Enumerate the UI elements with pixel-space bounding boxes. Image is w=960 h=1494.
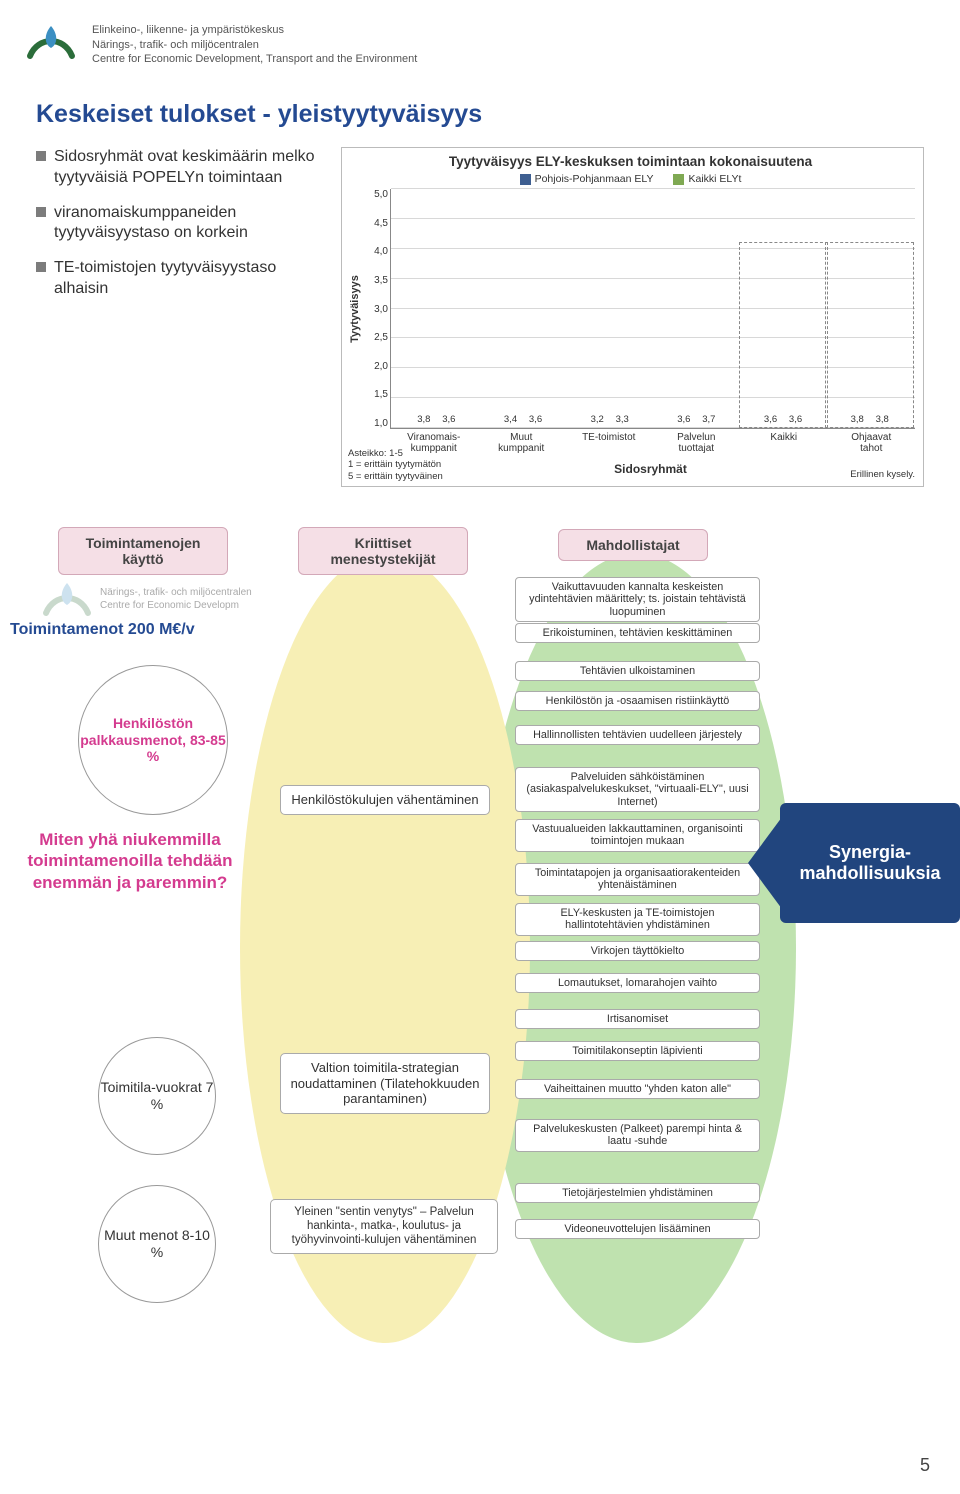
mahd-box: Irtisanomiset: [515, 1009, 760, 1029]
circle-salary: Henkilöstön palkkausmenot, 83-85 %: [78, 665, 228, 815]
circle-other: Muut menot 8-10 %: [98, 1185, 216, 1303]
ksf-box: Valtion toimitila-strategian noudattamin…: [280, 1053, 490, 1114]
org-name-block: Elinkeino-, liikenne- ja ympäristökeskus…: [92, 23, 417, 68]
mahd-box: Erikoistuminen, tehtävien keskittäminen: [515, 623, 760, 643]
mahd-box: Vaikuttavuuden kannalta keskeisten ydint…: [515, 577, 760, 622]
mahd-box: Lomautukset, lomarahojen vaihto: [515, 973, 760, 993]
ksf-box: Henkilöstökulujen vähentäminen: [280, 785, 490, 815]
col-header-mid: Kriittiset menestystekijät: [298, 527, 468, 575]
legend-label: Kaikki ELYt: [688, 173, 741, 185]
chart-legend: Pohjois-Pohjanmaan ELY Kaikki ELYt: [346, 173, 915, 185]
diagram: Toimintamenojen käyttö Kriittiset menest…: [0, 517, 960, 1387]
bullet-icon: [36, 262, 46, 272]
mahd-box: Hallinnollisten tehtävien uudelleen järj…: [515, 725, 760, 745]
mahd-box: Vastuualueiden lakkauttaminen, organisoi…: [515, 819, 760, 852]
org-header: Elinkeino-, liikenne- ja ympäristökeskus…: [0, 0, 960, 80]
ksf-box: Yleinen "sentin venytys" – Palvelun hank…: [270, 1199, 498, 1254]
org-logo: [24, 18, 78, 72]
page-number: 5: [920, 1455, 930, 1476]
bullet-text: Sidosryhmät ovat keskimäärin melko tyyty…: [54, 147, 321, 189]
mahd-box: Videoneuvottelujen lisääminen: [515, 1219, 760, 1239]
mahd-box: Palvelukeskusten (Palkeet) parempi hinta…: [515, 1119, 760, 1152]
y-axis-label: Tyytyväisyys: [346, 189, 364, 429]
mahd-box: Virkojen täyttökielto: [515, 941, 760, 961]
circle-rent: Toimitila-vuokrat 7 %: [98, 1037, 216, 1155]
mahd-box: Tietojärjestelmien yhdistäminen: [515, 1183, 760, 1203]
bullet-icon: [36, 151, 46, 161]
x-axis-title: Sidosryhmät: [386, 462, 915, 476]
mahd-box: Toimintatapojen ja organisaatiorakenteid…: [515, 863, 760, 896]
page-title: Keskeiset tulokset - yleistyytyväisyys: [0, 80, 960, 143]
left-question: Miten yhä niukemmilla toimintamenoilla t…: [0, 829, 260, 893]
mahd-box: Vaiheittainen muutto "yhden katon alle": [515, 1079, 760, 1099]
bullet-list: Sidosryhmät ovat keskimäärin melko tyyty…: [36, 147, 321, 314]
bullet-icon: [36, 207, 46, 217]
left-title: Toimintamenot 200 M€/v: [0, 613, 260, 639]
legend-swatch: [520, 174, 531, 185]
y-ticks: 5,04,54,03,53,02,52,01,51,0: [364, 189, 390, 429]
chart-title: Tyytyväisyys ELY-keskuksen toimintaan ko…: [346, 154, 915, 169]
bullet-text: TE-toimistojen tyytyväisyystaso alhaisin: [54, 258, 321, 300]
satisfaction-chart: Tyytyväisyys ELY-keskuksen toimintaan ko…: [341, 147, 924, 487]
mahd-box: Henkilöstön ja -osaamisen ristiinkäyttö: [515, 691, 760, 711]
note-right: Erillinen kysely.: [850, 469, 915, 480]
synergy-box: Synergia-mahdollisuuksia: [780, 803, 960, 923]
plot-area: 3,83,63,43,63,23,33,63,73,63,63,83,8: [390, 189, 915, 429]
mahd-box: ELY-keskusten ja TE-toimistojen hallinto…: [515, 903, 760, 936]
legend-swatch: [673, 174, 684, 185]
org-name-en: Centre for Economic Development, Transpo…: [92, 52, 417, 67]
mahd-box: Tehtävien ulkoistaminen: [515, 661, 760, 681]
synergy-arrow-icon: [748, 817, 782, 909]
legend-label: Pohjois-Pohjanmaan ELY: [535, 173, 654, 185]
bullet-text: viranomaiskumppaneiden tyytyväisyystaso …: [54, 203, 321, 245]
x-labels: Viranomais-kumppanitMuutkumppanitTE-toim…: [390, 429, 915, 454]
mahd-box: Toimitilakonseptin läpivienti: [515, 1041, 760, 1061]
col-header-right: Mahdollistajat: [558, 529, 708, 561]
org-name-sv: Närings-, trafik- och miljöcentralen: [92, 38, 417, 53]
mahd-box: Palveluiden sähköistäminen (asiakaspalve…: [515, 767, 760, 812]
scale-note: Asteikko: 1-51 = erittäin tyytymätön5 = …: [348, 448, 443, 482]
org-name-fi: Elinkeino-, liikenne- ja ympäristökeskus: [92, 23, 417, 38]
